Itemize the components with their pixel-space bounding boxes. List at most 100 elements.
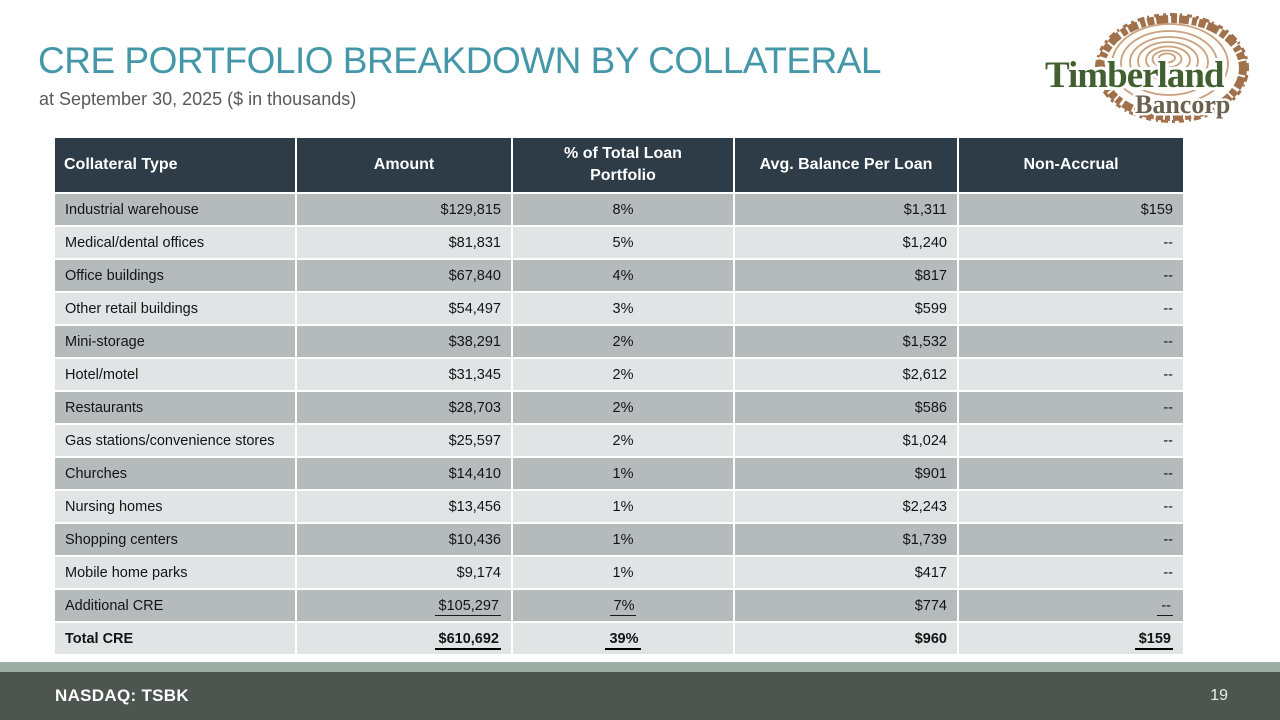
cell-avg: $2,612 [735, 359, 957, 390]
cell-type: Total CRE [55, 623, 295, 654]
table-row: Hotel/motel $31,345 2% $2,612 -- [55, 359, 1183, 390]
cell-pct: 1% [513, 491, 733, 522]
table-row: Additional CRE $105,297 7% $774 -- [55, 590, 1183, 621]
cell-avg: $1,240 [735, 227, 957, 258]
cell-nonaccrual: -- [959, 557, 1183, 588]
cell-type: Shopping centers [55, 524, 295, 555]
table-row: Total CRE $610,692 39% $960 $159 [55, 623, 1183, 654]
cell-type: Restaurants [55, 392, 295, 423]
cell-avg: $1,739 [735, 524, 957, 555]
cell-avg: $1,532 [735, 326, 957, 357]
column-header: Collateral Type [55, 138, 295, 192]
column-header: Avg. Balance Per Loan [735, 138, 957, 192]
cell-nonaccrual: -- [959, 491, 1183, 522]
cell-nonaccrual: $159 [959, 623, 1183, 654]
cell-pct: 8% [513, 194, 733, 225]
log-cross-section-icon: Timberland Bancorp [1042, 13, 1249, 123]
cell-pct: 2% [513, 425, 733, 456]
cell-pct: 1% [513, 557, 733, 588]
cell-amount: $28,703 [297, 392, 511, 423]
cell-nonaccrual: -- [959, 392, 1183, 423]
nasdaq-ticker-label: NASDAQ: TSBK [55, 686, 189, 705]
cell-type: Churches [55, 458, 295, 489]
cell-avg: $2,243 [735, 491, 957, 522]
cell-nonaccrual: -- [959, 359, 1183, 390]
cell-type: Mini-storage [55, 326, 295, 357]
cell-amount: $38,291 [297, 326, 511, 357]
cell-amount: $9,174 [297, 557, 511, 588]
cell-nonaccrual: -- [959, 590, 1183, 621]
cell-amount: $31,345 [297, 359, 511, 390]
cell-nonaccrual: $159 [959, 194, 1183, 225]
column-header: % of Total Loan Portfolio [513, 138, 733, 192]
cell-type: Medical/dental offices [55, 227, 295, 258]
table-header: Collateral Type Amount% of Total Loan Por… [55, 138, 1183, 192]
cell-pct: 5% [513, 227, 733, 258]
cre-collateral-table: Collateral Type Amount% of Total Loan Por… [53, 136, 1185, 656]
table-row: Mobile home parks $9,174 1% $417 -- [55, 557, 1183, 588]
cell-amount: $13,456 [297, 491, 511, 522]
cell-pct: 2% [513, 326, 733, 357]
cell-type: Office buildings [55, 260, 295, 291]
logo-subwordmark: Bancorp [1135, 90, 1230, 119]
column-header: Amount [297, 138, 511, 192]
table-row: Mini-storage $38,291 2% $1,532 -- [55, 326, 1183, 357]
table-row: Office buildings $67,840 4% $817 -- [55, 260, 1183, 291]
table-header-row: Collateral Type Amount% of Total Loan Por… [55, 138, 1183, 192]
cell-amount: $129,815 [297, 194, 511, 225]
cell-type: Industrial warehouse [55, 194, 295, 225]
table-row: Shopping centers $10,436 1% $1,739 -- [55, 524, 1183, 555]
cell-nonaccrual: -- [959, 260, 1183, 291]
cell-pct: 39% [513, 623, 733, 654]
table-row: Gas stations/convenience stores $25,597 2%… [55, 425, 1183, 456]
cell-amount: $67,840 [297, 260, 511, 291]
cell-type: Nursing homes [55, 491, 295, 522]
cell-avg: $817 [735, 260, 957, 291]
timberland-bancorp-logo: Timberland Bancorp [1042, 6, 1255, 126]
table-row: Nursing homes $13,456 1% $2,243 -- [55, 491, 1183, 522]
cell-amount: $54,497 [297, 293, 511, 324]
cell-avg: $1,311 [735, 194, 957, 225]
logo-wordmark: Timberland [1045, 55, 1225, 96]
cell-type: Mobile home parks [55, 557, 295, 588]
cell-nonaccrual: -- [959, 425, 1183, 456]
cell-amount: $25,597 [297, 425, 511, 456]
page-title: CRE PORTFOLIO BREAKDOWN BY COLLATERAL [38, 40, 881, 81]
cell-pct: 2% [513, 392, 733, 423]
cell-avg: $1,024 [735, 425, 957, 456]
table-row: Other retail buildings $54,497 3% $599 -- [55, 293, 1183, 324]
table-row: Medical/dental offices $81,831 5% $1,240 -- [55, 227, 1183, 258]
table-row: Churches $14,410 1% $901 -- [55, 458, 1183, 489]
footer-accent-bar [0, 662, 1280, 672]
table-row: Industrial warehouse $129,815 8% $1,311 $159 [55, 194, 1183, 225]
cell-type: Additional CRE [55, 590, 295, 621]
cell-pct: 1% [513, 524, 733, 555]
cell-avg: $417 [735, 557, 957, 588]
cell-pct: 1% [513, 458, 733, 489]
cell-pct: 2% [513, 359, 733, 390]
cell-avg: $960 [735, 623, 957, 654]
table-body: Industrial warehouse $129,815 8% $1,311 $159… [55, 194, 1183, 654]
cell-avg: $586 [735, 392, 957, 423]
cell-nonaccrual: -- [959, 524, 1183, 555]
footer-bar: NASDAQ: TSBK 19 [0, 672, 1280, 720]
cell-amount: $14,410 [297, 458, 511, 489]
cell-nonaccrual: -- [959, 293, 1183, 324]
page-number: 19 [1210, 687, 1228, 704]
cell-amount: $81,831 [297, 227, 511, 258]
page-subtitle: at September 30, 2025 ($ in thousands) [39, 89, 357, 109]
cell-avg: $774 [735, 590, 957, 621]
column-header: Non-Accrual [959, 138, 1183, 192]
cell-pct: 3% [513, 293, 733, 324]
cell-amount: $10,436 [297, 524, 511, 555]
cell-nonaccrual: -- [959, 326, 1183, 357]
cell-avg: $901 [735, 458, 957, 489]
cell-amount: $610,692 [297, 623, 511, 654]
cell-nonaccrual: -- [959, 227, 1183, 258]
cell-nonaccrual: -- [959, 458, 1183, 489]
cell-avg: $599 [735, 293, 957, 324]
cell-type: Hotel/motel [55, 359, 295, 390]
table-row: Restaurants $28,703 2% $586 -- [55, 392, 1183, 423]
cell-amount: $105,297 [297, 590, 511, 621]
cell-type: Other retail buildings [55, 293, 295, 324]
